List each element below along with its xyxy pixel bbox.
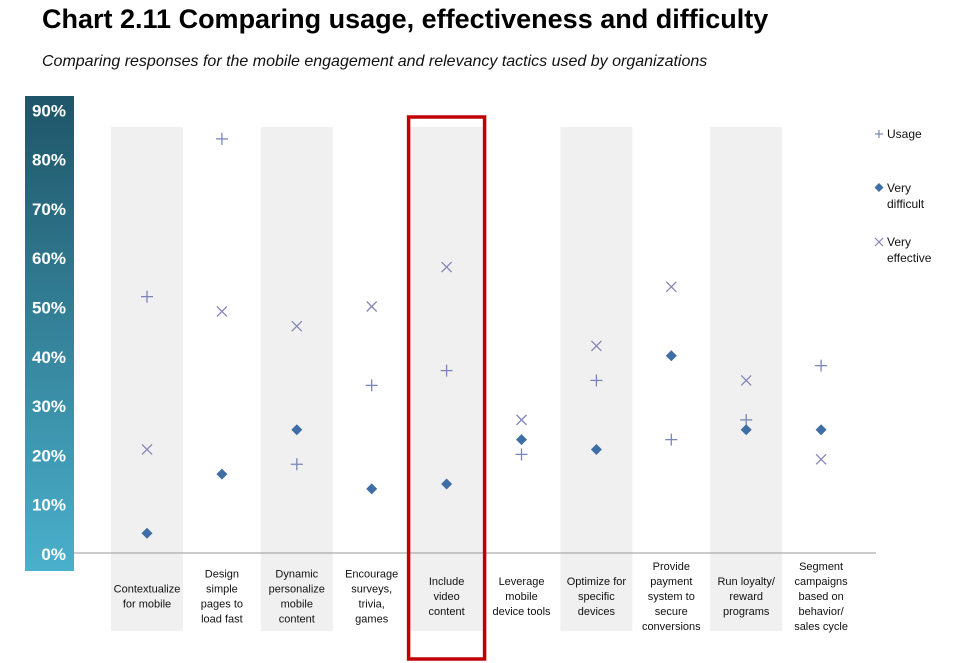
category-label: payment (650, 576, 692, 588)
category-band (260, 127, 333, 631)
y-tick-label: 30% (32, 397, 66, 416)
very-difficult-marker (141, 527, 153, 539)
category-label: Dynamic (275, 569, 318, 581)
category-label: for mobile (123, 599, 171, 611)
usage-marker (440, 364, 453, 377)
legend-label: Very (887, 181, 911, 195)
category-label: video (433, 591, 459, 603)
y-tick-label: 40% (32, 348, 66, 367)
very-effective-marker (590, 340, 602, 352)
category-label: Contextualize (114, 584, 181, 596)
category-label: mobile (281, 599, 313, 611)
category-label: specific (578, 591, 615, 603)
category-label: surveys, (351, 584, 392, 596)
category-label: sales cycle (794, 621, 848, 633)
very-difficult-marker (815, 424, 827, 436)
category-label: trivia, (359, 599, 385, 611)
usage-marker (215, 132, 228, 145)
legend-label: Very (887, 235, 911, 249)
legend-usage-icon (875, 130, 883, 138)
category-label: devices (578, 606, 616, 618)
category-label: simple (206, 584, 238, 596)
very-effective-marker (516, 414, 527, 426)
y-tick-label: 70% (32, 200, 66, 219)
category-label: behavior/ (798, 606, 844, 618)
category-label: games (355, 614, 389, 626)
very-difficult-marker (590, 443, 602, 455)
category-label: Provide (653, 561, 690, 573)
category-label: mobile (505, 591, 537, 603)
legend-label: effective (887, 251, 932, 265)
chart-title: Chart 2.11 Comparing usage, effectivenes… (42, 4, 769, 34)
highlight-box (406, 115, 487, 661)
usage-marker (365, 379, 378, 392)
legend-label: Usage (887, 127, 922, 141)
very-effective-marker (366, 301, 378, 312)
very-difficult-marker (441, 478, 453, 490)
very-effective-marker (216, 305, 228, 317)
very-difficult-marker (216, 468, 228, 480)
category-label: programs (723, 606, 770, 618)
very-difficult-marker (291, 424, 303, 436)
usage-marker (141, 290, 153, 303)
category-label: Leverage (499, 576, 545, 588)
very-effective-marker (815, 453, 827, 465)
usage-marker (665, 433, 678, 446)
category-label: campaigns (794, 576, 848, 588)
category-band (710, 127, 783, 631)
very-difficult-marker (366, 483, 378, 495)
y-tick-label: 60% (32, 249, 66, 268)
usage-marker (290, 458, 303, 471)
y-tick-label: 0% (41, 545, 66, 564)
legend-label: difficult (887, 197, 925, 211)
legend-very-effective-icon (874, 237, 884, 247)
category-label: content (429, 606, 465, 618)
category-label: content (279, 614, 315, 626)
category-label: Optimize for (567, 576, 627, 588)
very-effective-marker (291, 320, 303, 332)
very-difficult-marker (740, 424, 752, 436)
usage-marker (590, 374, 603, 387)
category-label: personalize (269, 584, 325, 596)
y-tick-label: 80% (32, 151, 66, 170)
category-label: conversions (642, 621, 701, 633)
category-label: load fast (201, 614, 243, 626)
very-effective-marker (740, 374, 752, 386)
category-label: based on (798, 591, 843, 603)
category-label: pages to (201, 599, 243, 611)
y-tick-label: 50% (32, 299, 66, 318)
y-tick-label: 90% (32, 101, 66, 120)
category-label: device tools (492, 606, 551, 618)
very-effective-marker (665, 281, 677, 293)
very-difficult-marker (665, 350, 677, 362)
y-tick-label: 20% (32, 446, 66, 465)
category-band (111, 127, 183, 631)
very-effective-marker (141, 444, 153, 455)
category-band (410, 127, 483, 631)
very-effective-marker (441, 261, 453, 273)
category-label: Run loyalty/ (717, 576, 775, 588)
y-axis-band (25, 96, 74, 571)
usage-marker (815, 359, 828, 372)
y-tick-label: 10% (32, 496, 66, 515)
usage-marker (740, 413, 753, 426)
category-label: secure (655, 606, 688, 618)
category-label: system to (648, 591, 695, 603)
very-difficult-marker (516, 434, 527, 446)
category-label: Segment (799, 561, 843, 573)
category-label: Encourage (345, 569, 398, 581)
category-label: Design (205, 569, 239, 581)
legend-very-difficult-icon (874, 183, 884, 192)
usage-marker (515, 448, 528, 461)
category-label: reward (729, 591, 763, 603)
chart-subtitle: Comparing responses for the mobile engag… (42, 53, 708, 70)
category-label: Include (429, 576, 464, 588)
